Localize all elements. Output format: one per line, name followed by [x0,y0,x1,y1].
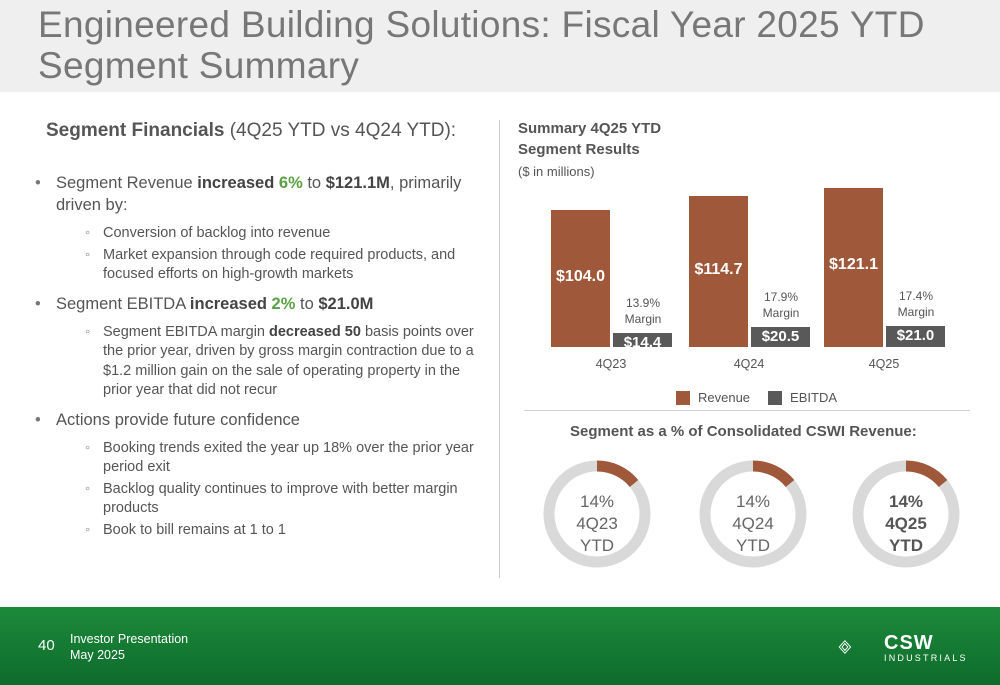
x-tick-label: 4Q24 [733,357,765,371]
heading-bold: Segment Financials [46,120,225,141]
chart-separator [524,410,970,411]
donut-segment [699,460,807,568]
bullet-list: Segment Revenue increased 6% to $121.1M,… [28,172,480,548]
ebitda-value-label: $20.5 [761,327,800,345]
legend-swatch-ebitda [768,390,783,405]
donut-label-line: YTD [580,536,614,555]
margin-note: 17.9% Margin [762,289,800,320]
footer-line-1: Investor Presentation [70,632,189,646]
revenue-bar [689,196,748,347]
donut-label-line: 4Q24 [732,514,774,533]
sub-list: Conversion of backlog into revenue Marke… [56,224,480,285]
bullet-ebitda: Segment EBITDA increased 2% to $21.0M Se… [28,293,480,401]
bullet-green: 2% [271,294,296,313]
logo-subtitle: INDUSTRIALS [884,653,968,663]
bullet-text: , primarily driven by: [56,174,462,214]
donut-label-line: 14% [735,492,771,511]
legend-label-revenue: Revenue [698,390,751,405]
bullet-bold: increased [189,294,272,313]
bullet-bold: $21.0M [318,294,374,313]
donut-segment [852,460,960,568]
bullet-text: Actions provide future confidence [56,410,300,429]
bullet-bold: increased [197,174,279,192]
chart-title: Summary 4Q25 YTD Segment Results [518,120,662,158]
bullet-green: 6% [278,174,303,192]
logo-name: CSW [884,632,934,654]
donut-chart [543,460,651,568]
donut-label-line: 4Q23 [576,514,618,533]
revenue-value-label: $121.1 [829,256,878,274]
chart-subtitle: ($ in millions) [518,164,595,179]
donut-label-line: 14% [579,492,615,511]
legend-label-ebitda: EBITDA [790,390,838,405]
donut-chart [852,460,960,568]
sub-list: Booking trends exited the year up 18% ov… [56,439,480,541]
sub-text: basis points over the prior year, driven… [103,323,474,399]
sub-bullet: Backlog quality continues to improve wit… [56,480,480,519]
donut-label-line: YTD [889,536,923,555]
revenue-value-label: $104.0 [556,267,605,285]
revenue-bar [551,210,610,347]
chart-legend: Revenue EBITDA [676,390,837,405]
sub-list: Segment EBITDA margin decreased 50 basis… [56,323,480,401]
bullet-text: Segment EBITDA [56,294,190,313]
sub-bold: decreased 50 [269,323,361,340]
page-number: 40 [38,637,55,654]
page-title: Engineered Building Solutions: Fiscal Ye… [38,4,925,86]
donut-chart [699,460,807,568]
sub-text: Segment EBITDA margin [103,323,270,340]
margin-note: 13.9% Margin [624,295,662,326]
donut-label-line: 4Q25 [885,514,927,533]
bullet-actions: Actions provide future confidence Bookin… [28,409,480,541]
footer-bar [0,607,1000,685]
bullet-text: Segment Revenue [56,174,198,192]
donut-label-line: 14% [888,492,924,511]
csw-logo-icon [838,640,852,654]
heading-rest: (4Q25 YTD vs 4Q24 YTD): [224,120,457,141]
legend-swatch-revenue [676,390,690,405]
sub-bullet: Market expansion through code required p… [56,246,480,285]
ebitda-bar [613,332,672,347]
footer-line-2: May 2025 [70,648,125,662]
sub-bullet: Booking trends exited the year up 18% ov… [56,439,480,478]
donut-segment [543,460,651,568]
revenue-value-label: $114.7 [694,260,743,278]
donut-heading: Segment as a % of Consolidated CSWI Reve… [570,423,917,440]
bullet-revenue: Segment Revenue increased 6% to $121.1M,… [28,172,480,285]
bullet-text: to [295,294,319,313]
donut-label: 14% 4Q25 YTD [850,491,962,557]
ebitda-bar [886,326,945,347]
bullet-bold: $121.1M [325,174,390,192]
ebitda-value-label: $21.0 [896,327,935,344]
sub-bullet: Conversion of backlog into revenue [56,224,480,244]
ebitda-bar [751,326,810,347]
margin-note: 17.4% Margin [897,289,935,319]
sub-bullet: Segment EBITDA margin decreased 50 basis… [56,323,480,401]
ebitda-value-label: $14.4 [623,333,662,351]
bullet-text: to [302,174,326,192]
donut-label: 14% 4Q23 YTD [541,491,653,557]
sub-bullet: Book to bill remains at 1 to 1 [56,521,480,541]
x-tick-label: 4Q25 [868,357,900,371]
footer-text: Investor Presentation May 2025 [70,631,188,663]
x-tick-label: 4Q23 [595,357,627,371]
donut-label-line: YTD [736,536,770,555]
donut-label: 14% 4Q24 YTD [697,491,809,557]
segment-financials-heading: Segment Financials (4Q25 YTD vs 4Q24 YTD… [46,120,456,142]
revenue-bar [824,187,883,347]
title-band [0,0,1000,92]
column-divider [499,120,500,578]
